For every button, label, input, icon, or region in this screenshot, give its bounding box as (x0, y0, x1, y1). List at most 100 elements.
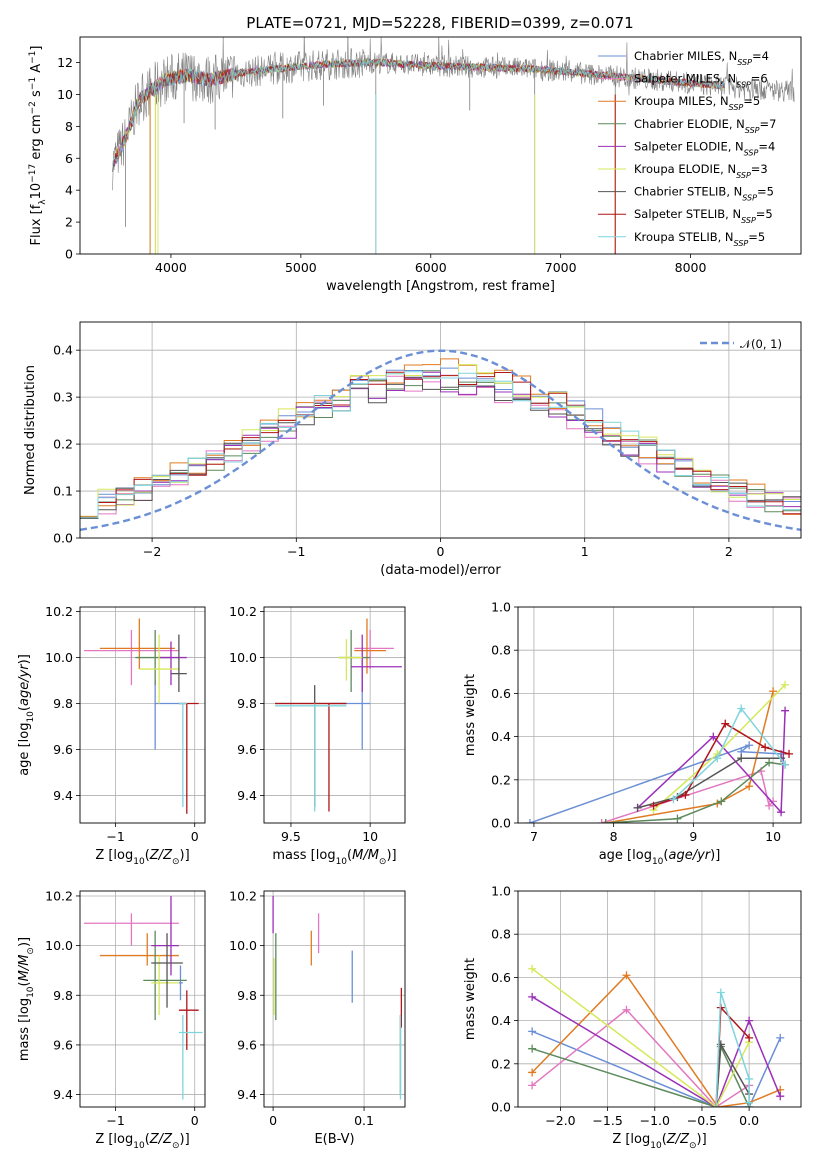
y-tick-label: 0.6 (491, 686, 511, 701)
legend-sub: SSP (744, 148, 759, 157)
series-marker (745, 782, 754, 791)
x-axis-label-part: )] (180, 1132, 190, 1147)
series-line (531, 1008, 750, 1107)
axes-frame (517, 890, 802, 1108)
x-axis-label-part: Z [log (95, 848, 133, 863)
x-tick-label: 7 (530, 829, 538, 844)
series-marker (785, 749, 794, 758)
x-tick-label: −0.5 (687, 1113, 717, 1128)
plot-area (80, 607, 205, 823)
y-tick-label: 10.2 (45, 604, 73, 619)
series-line (605, 691, 774, 823)
series-marker (601, 819, 610, 823)
x-axis-label-part: age [log (599, 848, 652, 863)
y-tick-label: 9.8 (237, 988, 257, 1003)
errorbar-kroupa-miles (354, 618, 386, 674)
errorbar-chabrier-elodie (338, 629, 371, 693)
y-axis-label: mass weight (463, 674, 478, 756)
axes-frame (79, 606, 206, 824)
legend-suffix: =3 (751, 162, 768, 176)
series-kroupa-miles (601, 687, 778, 823)
y-axis-label: mass weight (463, 958, 478, 1040)
y-tick-label: 0.2 (491, 1056, 511, 1071)
y-tick-label: 0.0 (491, 1100, 511, 1115)
y-tick-label: 0.8 (491, 927, 511, 942)
series-marker (781, 760, 790, 769)
series-line (531, 1030, 781, 1107)
x-tick-label: −2.0 (545, 1113, 575, 1128)
x-axis-label: Z [log10(Z/Z⊙)] (95, 848, 189, 867)
x-axis-label: (data-model)/error (380, 563, 501, 578)
y-tick-label: 9.6 (237, 742, 257, 757)
legend-sub: SSP (742, 193, 757, 202)
x-axis-label-part: 10 (133, 1141, 145, 1151)
legend-label: Kroupa STELIB, NSSP=5 (634, 230, 765, 248)
legend-sub: SSP (736, 80, 751, 89)
errorbar-kroupa-elodie (151, 955, 179, 1016)
x-tick-label: −1 (106, 1113, 124, 1128)
y-tick-label: 10.0 (45, 938, 73, 953)
series-marker (765, 758, 774, 767)
series-marker (681, 790, 690, 799)
y-tick-label: 10.0 (229, 650, 257, 665)
x-tick-label: 0 (191, 829, 199, 844)
y-tick-label: 0.4 (491, 1013, 511, 1028)
x-axis-label-part: ⊙ (689, 1141, 697, 1151)
series-marker (777, 808, 786, 817)
errorbar-kroupa-stelib (275, 703, 347, 812)
y-tick-label: 9.4 (53, 788, 73, 803)
x-tick-label: 9.5 (281, 829, 301, 844)
y-tick-label: 0.3 (53, 390, 73, 405)
series-marker (597, 819, 606, 823)
series-marker (781, 706, 790, 715)
x-tick-label: −1.0 (640, 1113, 670, 1128)
panel-age-vs-Z: −1 09.49.69.810.010.2Z [log10(Z/Z⊙)]age [… (17, 604, 206, 867)
y-axis-label-part: )] (17, 654, 32, 664)
y-axis-label-part: ( (17, 981, 32, 986)
series-marker (528, 1081, 537, 1090)
y-tick-label: 0.1 (53, 484, 73, 499)
x-axis-label-part: E(B-V) (314, 1132, 354, 1147)
y-tick-label: 9.4 (237, 1087, 257, 1102)
series-marker (777, 754, 786, 763)
x-tick-label: 2 (725, 544, 733, 559)
errorbar-salpeter-elodie (351, 634, 402, 693)
legend-suffix: =7 (760, 117, 777, 131)
legend-sub: SSP (745, 125, 760, 134)
y-axis-label-part: A (29, 64, 44, 77)
errorbar-salpeter-stelib (275, 702, 347, 812)
errorbar-chabrier-miles (178, 965, 183, 1001)
errorbar-kroupa-stelib (178, 702, 187, 807)
y-tick-label: 6 (65, 151, 73, 166)
y-tick-label: 0 (65, 247, 73, 262)
x-axis-label-part: ( (662, 1132, 667, 1147)
x-axis-label-part: 10 (133, 857, 145, 867)
legend-suffix: =4 (752, 49, 769, 63)
legend-suffix: =5 (748, 230, 765, 244)
figure-title: PLATE=0721, MJD=52228, FIBERID=0399, z=0… (246, 14, 633, 32)
x-axis-label-part: M/M (352, 848, 379, 863)
x-tick-label: 0.0 (739, 1113, 759, 1128)
y-axis-label: Flux [fλ10−17 erg cm−2 s−1 A−1] (28, 46, 48, 246)
y-axis-label-part: λ (38, 199, 48, 205)
panel-spectrum: 4000 5000 6000 7000 8000 0 2 4 6 8 10 12 wavelength … (28, 36, 802, 294)
y-axis-label-part: )] (17, 937, 32, 947)
errorbar-kroupa-stelib (178, 1015, 203, 1100)
series-marker (745, 1016, 754, 1025)
x-axis-label-part: ( (347, 848, 352, 863)
series-marker (528, 1044, 537, 1053)
x-tick-label: 8 (610, 829, 618, 844)
series-line (531, 996, 781, 1107)
errorbar-chabrier-stelib (170, 634, 187, 693)
x-axis-label-part: )] (180, 848, 190, 863)
series-line (531, 974, 781, 1107)
x-tick-label: 4000 (155, 260, 187, 275)
legend-text: Salpeter MILES, N (634, 72, 736, 86)
legend-text: Kroupa ELODIE, N (634, 162, 736, 176)
series-marker (709, 732, 718, 741)
x-axis-label-part: ( (145, 1132, 150, 1147)
series-marker (713, 754, 722, 763)
legend-label: Chabrier MILES, NSSP=4 (634, 49, 769, 67)
